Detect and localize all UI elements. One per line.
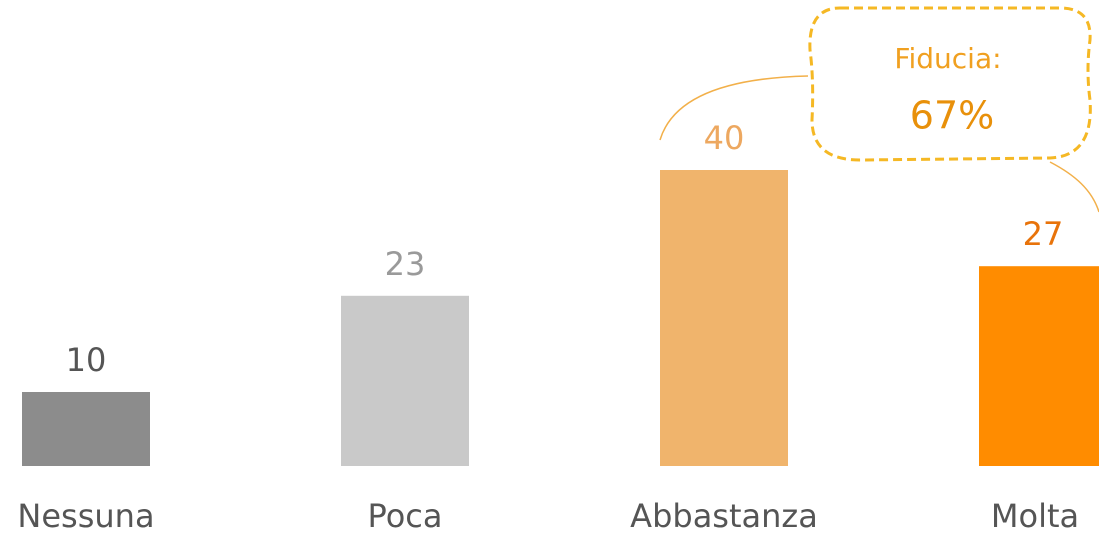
data-label: 10 — [66, 341, 107, 379]
data-label: 27 — [1023, 215, 1064, 253]
callout-bubble — [808, 6, 1092, 162]
callout-connector — [659, 75, 809, 141]
data-label: 40 — [704, 119, 745, 157]
bar — [979, 266, 1099, 466]
bar — [22, 392, 150, 466]
bar — [341, 295, 469, 466]
x-tick-label: Nessuna — [17, 497, 154, 535]
data-label: 23 — [385, 245, 426, 283]
callout-title: Fiducia: — [894, 42, 1001, 75]
callout-value: 67% — [910, 94, 994, 138]
x-tick-label: Poca — [368, 497, 443, 535]
x-tick-label: Abbastanza — [630, 497, 818, 535]
bar — [660, 170, 788, 466]
callout-connector — [1049, 161, 1099, 213]
x-tick-label: Molta — [991, 497, 1079, 535]
